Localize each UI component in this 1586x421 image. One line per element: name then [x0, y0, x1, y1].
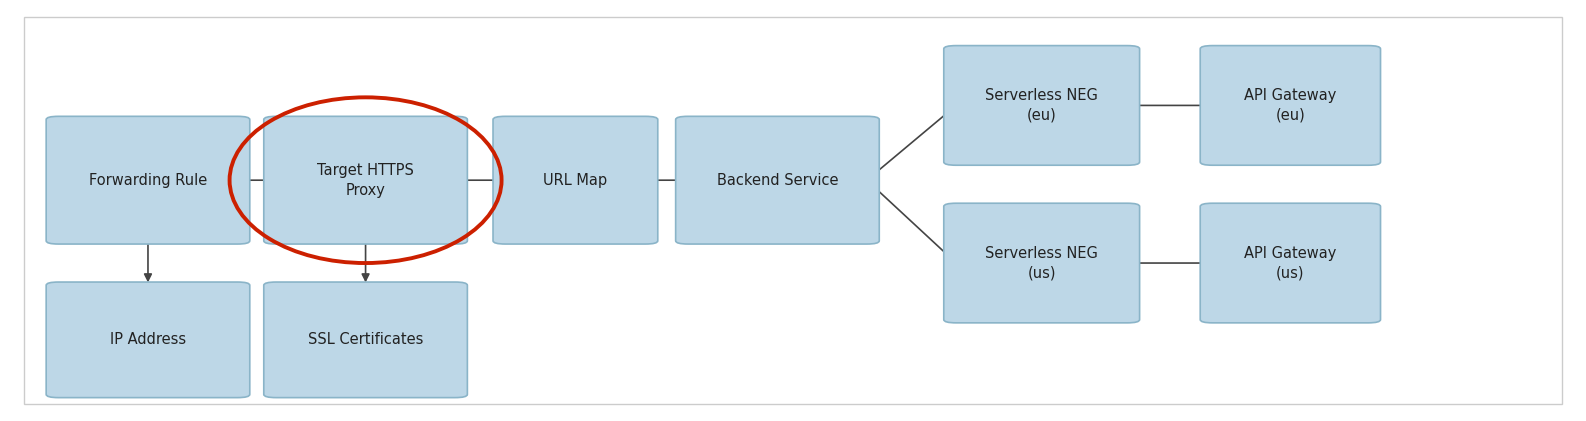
FancyBboxPatch shape — [493, 116, 658, 244]
Text: Serverless NEG
(eu): Serverless NEG (eu) — [985, 88, 1098, 123]
Text: API Gateway
(us): API Gateway (us) — [1243, 245, 1337, 280]
Text: Backend Service: Backend Service — [717, 173, 839, 188]
FancyBboxPatch shape — [676, 116, 879, 244]
FancyBboxPatch shape — [263, 282, 468, 397]
FancyBboxPatch shape — [1201, 45, 1380, 165]
Text: API Gateway
(eu): API Gateway (eu) — [1243, 88, 1337, 123]
Text: URL Map: URL Map — [544, 173, 607, 188]
FancyBboxPatch shape — [46, 116, 249, 244]
FancyBboxPatch shape — [263, 116, 468, 244]
FancyBboxPatch shape — [46, 282, 249, 397]
Text: IP Address: IP Address — [109, 332, 186, 347]
FancyBboxPatch shape — [944, 45, 1140, 165]
Text: Target HTTPS
Proxy: Target HTTPS Proxy — [317, 163, 414, 197]
Text: Forwarding Rule: Forwarding Rule — [89, 173, 208, 188]
FancyBboxPatch shape — [1201, 203, 1380, 323]
FancyBboxPatch shape — [944, 203, 1140, 323]
Text: Serverless NEG
(us): Serverless NEG (us) — [985, 245, 1098, 280]
Text: SSL Certificates: SSL Certificates — [308, 332, 423, 347]
